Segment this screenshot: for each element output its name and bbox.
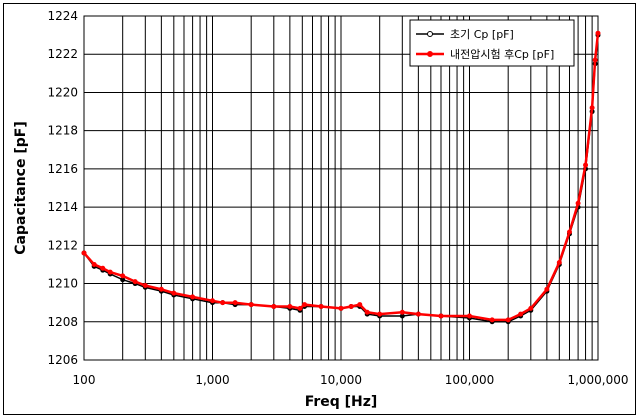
- legend-entry-after-test: 내전압시험 후Cp [pF]: [450, 48, 554, 61]
- series-1-point-11: [220, 300, 226, 306]
- x-tick-label-0: 100: [73, 373, 96, 387]
- series-1-point-2: [100, 265, 106, 271]
- series-1-point-26: [438, 313, 444, 319]
- series-1-point-9: [190, 294, 196, 300]
- series-1-point-13: [248, 302, 254, 308]
- x-tick-label-1: 1,000: [195, 373, 229, 387]
- series-1-point-27: [467, 313, 472, 319]
- x-axis-label: Freq [Hz]: [305, 394, 378, 410]
- y-axis-label: Capacitance [pF]: [13, 121, 29, 254]
- series-1-point-10: [210, 298, 215, 304]
- series-1-point-17: [302, 302, 308, 308]
- series-1-point-12: [232, 300, 238, 306]
- series-1-point-19: [338, 305, 344, 311]
- series-1-point-20: [348, 303, 354, 309]
- y-tick-label-5: 1216: [47, 162, 78, 176]
- legend-marker-initial: [427, 31, 433, 37]
- y-tick-label-6: 1218: [47, 124, 78, 138]
- y-tick-label-1: 1208: [47, 315, 78, 329]
- series-1-point-36: [583, 162, 589, 168]
- series-1-point-3: [107, 269, 113, 275]
- x-tick-label-4: 1,000,000: [567, 373, 628, 387]
- series-group: [81, 30, 601, 325]
- series-1-point-18: [318, 303, 324, 309]
- y-tick-label-7: 1220: [47, 85, 78, 99]
- tick-labels: 1206 1208 1210 1212 1214 1216 1218 1220 1222 1224…: [47, 9, 628, 387]
- series-1-point-33: [556, 260, 562, 266]
- series-1-point-15: [287, 303, 293, 309]
- series-1-point-7: [158, 286, 164, 292]
- series-1-point-32: [544, 286, 550, 292]
- y-tick-label-3: 1212: [47, 238, 78, 252]
- series-1-point-31: [528, 305, 534, 311]
- y-tick-label-8: 1222: [47, 47, 78, 61]
- series-1-point-34: [566, 229, 572, 235]
- series-1-point-1: [91, 261, 97, 267]
- y-tick-label-9: 1224: [47, 9, 78, 23]
- series-1-point-23: [377, 311, 383, 317]
- series-1-point-30: [518, 311, 524, 317]
- legend-marker-after-test: [427, 51, 433, 57]
- series-1-point-4: [120, 273, 126, 279]
- series-1-point-16: [297, 305, 303, 311]
- legend-box: [409, 19, 575, 67]
- series-1-point-21: [357, 302, 363, 308]
- legend-entry-initial: 초기 Cp [pF]: [450, 28, 514, 41]
- series-line-1: [83, 33, 600, 322]
- series-1-point-39: [595, 30, 601, 36]
- series-1-point-29: [505, 317, 511, 323]
- y-tick-label-2: 1210: [47, 277, 78, 291]
- y-tick-label-4: 1214: [47, 200, 78, 214]
- series-1-point-14: [271, 303, 277, 309]
- y-tick-label-0: 1206: [47, 353, 78, 367]
- series-1-point-8: [171, 290, 177, 296]
- x-tick-label-2: 10,000: [320, 373, 362, 387]
- series-1-point-6: [142, 282, 148, 288]
- plot-area-border: [83, 15, 599, 361]
- series-1-point-28: [489, 317, 495, 323]
- series-1-point-5: [132, 279, 138, 285]
- series-1-point-37: [589, 105, 595, 111]
- series-1-point-24: [399, 309, 405, 315]
- series-1-point-38: [592, 57, 598, 63]
- legend: 초기 Cp [pF] 내전압시험 후Cp [pF]: [409, 19, 575, 67]
- series-1-point-35: [575, 200, 581, 206]
- x-tick-label-3: 100,000: [445, 373, 495, 387]
- series-1-point-0: [81, 250, 87, 256]
- series-1-point-22: [364, 309, 370, 315]
- series-1-point-25: [415, 311, 421, 317]
